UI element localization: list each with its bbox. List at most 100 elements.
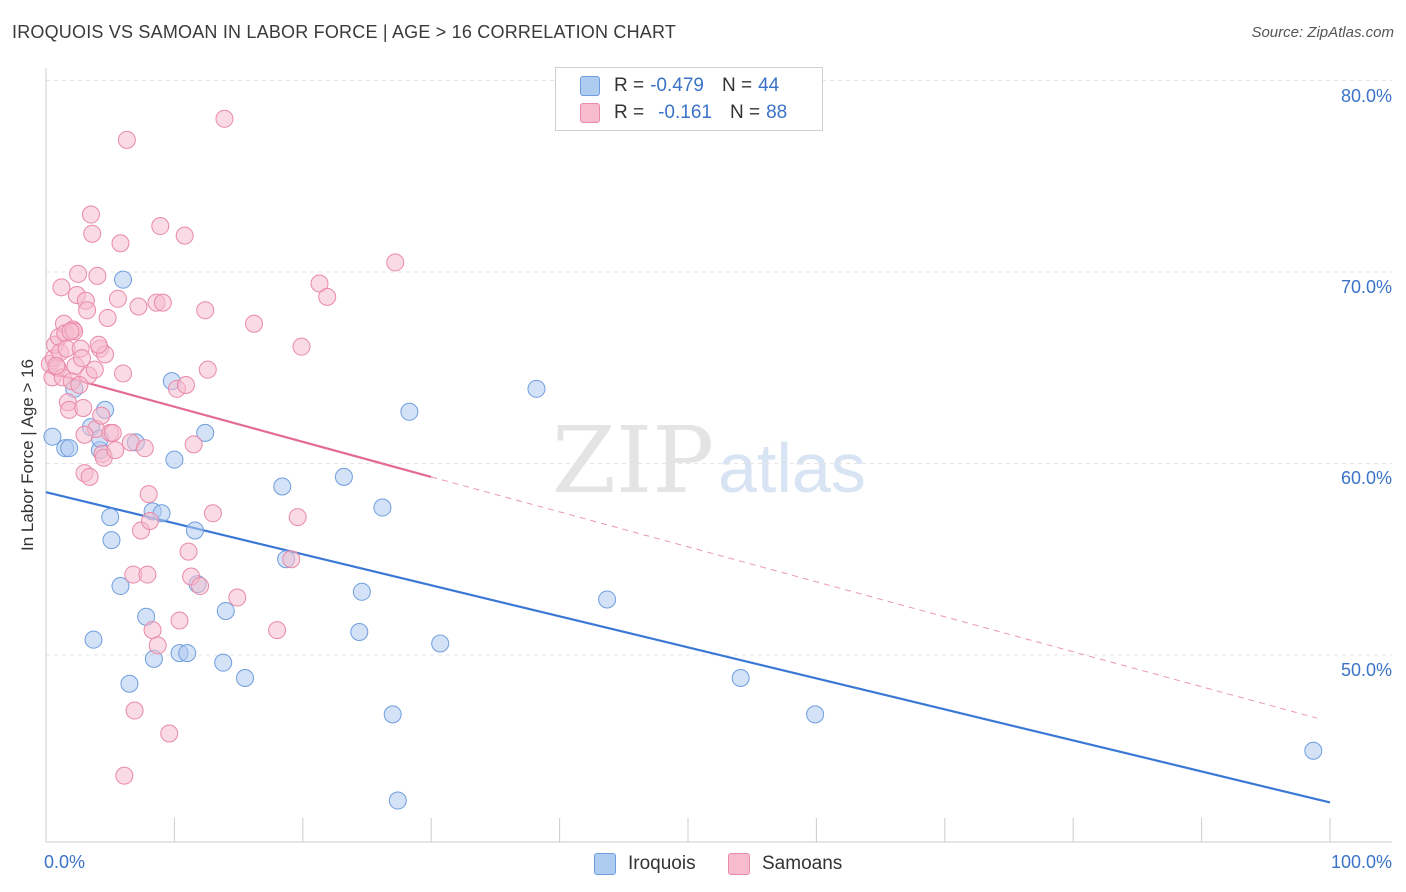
point-iroquois xyxy=(60,439,79,458)
legend-n-label: N = xyxy=(721,75,753,96)
point-iroquois xyxy=(806,705,825,724)
watermark: ZIP atlas xyxy=(552,407,866,514)
bottom-legend-swatch-iroquois xyxy=(594,853,616,875)
legend-n-label: N = xyxy=(729,102,761,123)
bottom-legend-label-samoans: Samoans xyxy=(762,853,843,874)
point-samoans xyxy=(92,406,111,425)
point-samoans xyxy=(153,293,172,312)
point-samoans xyxy=(184,435,203,454)
point-samoans xyxy=(75,425,94,444)
point-iroquois xyxy=(216,601,235,620)
point-samoans xyxy=(386,253,405,272)
point-iroquois xyxy=(165,450,184,469)
legend-r-value: -0.161 xyxy=(658,102,712,123)
trend-line-samoans xyxy=(45,370,432,478)
point-samoans xyxy=(282,550,301,569)
point-iroquois xyxy=(1304,741,1323,760)
point-samoans xyxy=(52,278,71,297)
point-samoans xyxy=(203,504,222,523)
point-iroquois xyxy=(196,423,215,442)
legend-n-value: 88 xyxy=(766,102,788,123)
legend-r-value: -0.479 xyxy=(650,75,704,96)
point-iroquois xyxy=(350,623,369,642)
x-tick-label-min: 0.0% xyxy=(44,852,86,872)
point-iroquois xyxy=(352,582,371,601)
point-iroquois xyxy=(373,498,392,517)
point-samoans xyxy=(198,360,217,379)
point-samoans xyxy=(106,441,125,460)
point-samoans xyxy=(179,542,198,561)
point-samoans xyxy=(148,636,167,655)
point-iroquois xyxy=(383,705,402,724)
legend-swatch-iroquois xyxy=(580,76,600,96)
point-samoans xyxy=(288,508,307,527)
point-samoans xyxy=(78,301,97,320)
point-samoans xyxy=(103,423,122,442)
point-samoans xyxy=(138,565,157,584)
chart-title: IROQUOIS VS SAMOAN IN LABOR FORCE | AGE … xyxy=(12,22,677,42)
legend-n-value: 44 xyxy=(758,75,780,96)
point-iroquois xyxy=(178,644,197,663)
point-samoans xyxy=(318,287,337,306)
watermark-zip: ZIP xyxy=(552,407,714,514)
axes xyxy=(45,68,1392,843)
point-samoans xyxy=(268,621,287,640)
point-iroquois xyxy=(120,674,139,693)
point-iroquois xyxy=(388,791,407,810)
point-samoans xyxy=(141,511,160,530)
point-samoans xyxy=(125,701,144,720)
legend-r-label: R = xyxy=(614,75,645,96)
point-iroquois xyxy=(598,590,617,609)
y-tick-label-60: 60.0% xyxy=(1340,468,1392,488)
x-tick-label-max: 100.0% xyxy=(1330,852,1392,872)
bottom-legend-swatch-samoans xyxy=(728,853,750,875)
point-samoans xyxy=(81,205,100,224)
point-iroquois xyxy=(527,379,546,398)
point-iroquois xyxy=(111,577,130,596)
point-samoans xyxy=(191,577,210,596)
point-samoans xyxy=(61,322,80,341)
point-samoans xyxy=(108,289,127,308)
point-iroquois xyxy=(102,531,121,550)
grid-lines xyxy=(46,80,1392,656)
point-iroquois xyxy=(273,477,292,496)
point-samoans xyxy=(151,217,170,236)
point-iroquois xyxy=(236,668,255,687)
point-samoans xyxy=(89,335,108,354)
point-samoans xyxy=(129,297,148,316)
point-samoans xyxy=(70,375,89,394)
point-samoans xyxy=(228,588,247,607)
point-iroquois xyxy=(400,402,419,421)
data-points xyxy=(40,109,1323,810)
point-iroquois xyxy=(731,668,750,687)
point-samoans xyxy=(88,266,107,285)
point-samoans xyxy=(175,226,194,245)
point-iroquois xyxy=(214,653,233,672)
y-tick-label-80: 80.0% xyxy=(1340,86,1392,106)
legend-r-label: R = xyxy=(614,102,645,123)
point-samoans xyxy=(176,375,195,394)
point-samoans xyxy=(245,314,264,333)
point-samoans xyxy=(310,274,329,293)
point-samoans xyxy=(111,234,130,253)
point-samoans xyxy=(115,766,134,785)
point-samoans xyxy=(47,356,66,375)
legend-row-samoans: R = -0.161 N = 88 xyxy=(580,100,787,126)
bottom-legend-samoans: Samoans xyxy=(728,852,842,876)
point-iroquois xyxy=(185,521,204,540)
point-iroquois xyxy=(84,630,103,649)
point-samoans xyxy=(85,360,104,379)
bottom-legend-iroquois: Iroquois xyxy=(594,852,696,876)
point-samoans xyxy=(139,485,158,504)
point-samoans xyxy=(117,130,136,149)
stats-legend: R = -0.479 N = 44 R = -0.161 N = 88 xyxy=(555,67,823,131)
point-samoans xyxy=(143,621,162,640)
legend-swatch-samoans xyxy=(580,103,600,123)
point-samoans xyxy=(170,611,189,630)
point-samoans xyxy=(72,349,91,368)
point-iroquois xyxy=(43,427,62,446)
point-samoans xyxy=(215,109,234,128)
point-samoans xyxy=(74,398,93,417)
trend-line-extension-samoans xyxy=(431,476,1318,719)
point-samoans xyxy=(80,467,99,486)
